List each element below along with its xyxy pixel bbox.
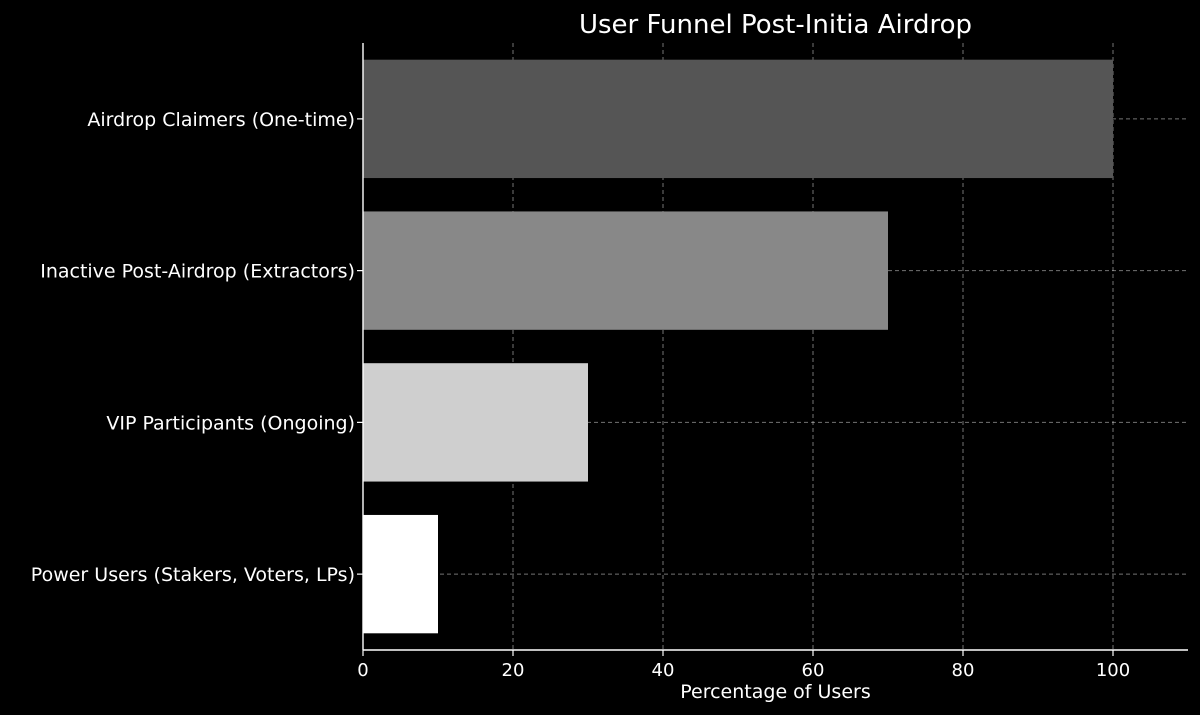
x-tick-label: 40 [652,660,675,681]
y-category-label: VIP Participants (Ongoing) [106,412,355,434]
x-ticks: 0 20 40 60 80 100 [357,650,1130,681]
bar [363,514,438,634]
y-category-label: Airdrop Claimers (One-time) [87,109,355,131]
x-tick-label: 0 [357,660,368,681]
y-category-labels: Airdrop Claimers (One-time) Inactive Post… [31,109,363,586]
x-axis-label: Percentage of Users [680,681,870,703]
bar [363,211,888,330]
x-tick-label: 80 [952,660,975,681]
x-tick-label: 20 [502,660,525,681]
x-tick-label: 100 [1096,660,1130,681]
y-category-label: Inactive Post-Airdrop (Extractors) [40,261,355,283]
y-category-label: Power Users (Stakers, Voters, LPs) [31,564,355,586]
chart-title: User Funnel Post-Initia Airdrop [579,10,972,40]
bar [363,59,1113,179]
x-tick-label: 60 [802,660,825,681]
bar [363,363,588,482]
bars-layer [363,59,1113,634]
axes-layer [362,43,1188,651]
